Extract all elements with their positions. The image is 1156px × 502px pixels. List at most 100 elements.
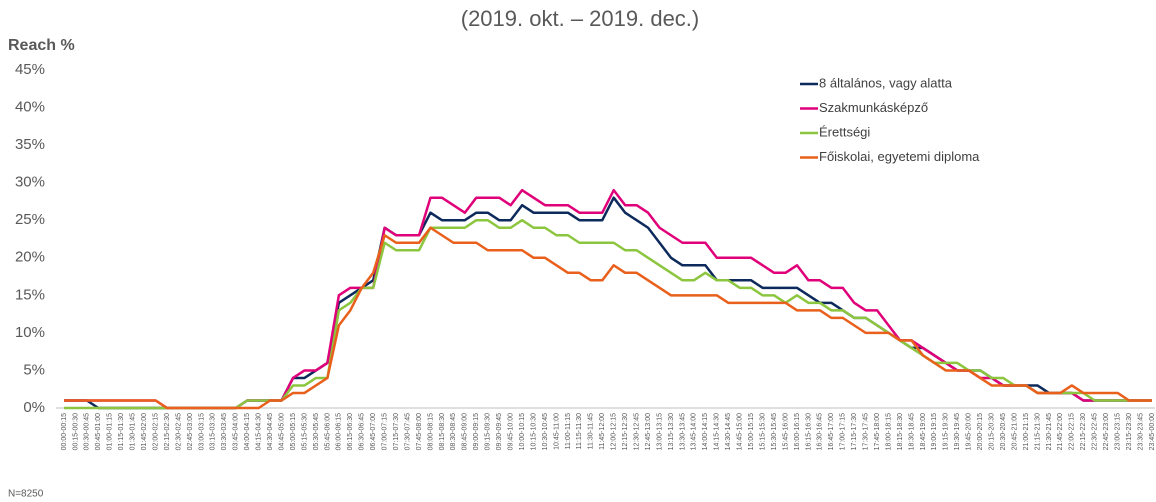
x-tick-label: 23:15-23:30	[1126, 413, 1133, 450]
x-tick-label: 11:30-11:45	[588, 413, 595, 449]
x-tick-label: 15:45-16:00	[782, 413, 789, 450]
series-line	[64, 226, 1152, 410]
x-tick-label: 21:45-22:00	[1057, 413, 1064, 450]
x-tick-label: 23:00-23:15	[1114, 413, 1121, 450]
y-axis-label: Reach %	[8, 37, 75, 54]
x-tick-label: 06:00-06:15	[336, 413, 343, 450]
x-tick-label: 06:45-07:00	[370, 413, 377, 450]
x-tick-label: 10:15-10:30	[530, 413, 537, 450]
x-tick-label: 21:15-21:30	[1034, 413, 1041, 450]
x-tick-label: 12:15-12:30	[622, 413, 629, 450]
x-tick-label: 05:15-05:30	[301, 413, 308, 450]
x-tick-label: 09:15-09:30	[485, 413, 492, 450]
x-tick-label: 18:00-18:15	[885, 413, 892, 450]
legend-label: Főiskolai, egyetemi diploma	[819, 149, 980, 164]
x-tick-label: 00:15-00:30	[72, 413, 79, 450]
y-tick-label: 0%	[23, 399, 45, 416]
series-line	[64, 218, 1152, 410]
x-tick-label: 11:45-12:00	[599, 413, 606, 450]
x-tick-label: 13:00-13:15	[656, 413, 663, 450]
x-tick-label: 22:15-22:30	[1080, 413, 1087, 450]
x-tick-label: 21:30-21:45	[1046, 413, 1053, 450]
x-tick-label: 12:00-12:15	[611, 413, 618, 450]
y-tick-label: 10%	[15, 324, 45, 341]
x-tick-label: 10:00-10:15	[519, 413, 526, 450]
x-tick-label: 03:15-03:30	[210, 413, 217, 450]
x-tick-label: 21:00-21:15	[1023, 413, 1030, 450]
x-tick-label: 08:15-08:30	[439, 413, 446, 450]
x-tick-label: 01:45-02:00	[141, 413, 148, 450]
y-tick-label: 35%	[15, 136, 45, 153]
x-tick-label: 17:30-17:45	[863, 413, 870, 450]
x-tick-label: 20:30-20:45	[1000, 413, 1007, 450]
x-tick-label: 19:30-19:45	[954, 413, 961, 450]
x-tick-label: 03:30-03:45	[221, 413, 228, 450]
x-tick-label: 19:45-20:00	[966, 413, 973, 450]
x-tick-label: 03:00-03:15	[198, 413, 205, 450]
x-tick-label: 01:30-01:45	[130, 413, 137, 450]
x-tick-label: 07:30-07:45	[404, 413, 411, 450]
x-tick-label: 09:30-09:45	[496, 413, 503, 450]
x-tick-label: 03:45-04:00	[233, 413, 240, 450]
x-tick-label: 07:45-08:00	[416, 413, 423, 450]
y-tick-label: 45%	[15, 61, 45, 78]
x-tick-label: 19:15-19:30	[943, 413, 950, 450]
x-tick-label: 10:30-10:45	[542, 413, 549, 450]
y-tick-label: 20%	[15, 249, 45, 266]
x-tick-label: 12:30-12:45	[633, 413, 640, 450]
x-tick-label: 14:30-14:45	[725, 413, 732, 450]
x-tick-label: 09:00-09:15	[473, 413, 480, 450]
x-tick-label: 08:30-08:45	[450, 413, 457, 450]
legend-label: Érettségi	[819, 124, 870, 139]
x-tick-label: 22:00-22:15	[1069, 413, 1076, 450]
x-tick-label: 16:30-16:45	[817, 413, 824, 450]
x-tick-label: 19:00-19:15	[931, 413, 938, 450]
x-tick-label: 22:30-22:45	[1092, 413, 1099, 450]
x-tick-label: 14:15-14:30	[714, 413, 721, 450]
x-tick-label: 08:45-09:00	[462, 413, 469, 450]
x-tick-label: 16:45-17:00	[828, 413, 835, 450]
y-tick-label: 25%	[15, 211, 45, 228]
footnote: N=8250	[8, 489, 44, 500]
x-tick-label: 04:30-04:45	[267, 413, 274, 450]
x-tick-label: 23:45-00:00	[1149, 413, 1156, 450]
y-tick-label: 5%	[23, 361, 45, 378]
x-tick-label: 20:15-20:30	[989, 413, 996, 450]
x-tick-label: 02:30-02:45	[175, 413, 182, 450]
x-tick-label: 13:30-13:45	[679, 413, 686, 450]
y-tick-label: 15%	[15, 286, 45, 303]
x-tick-label: 06:30-06:45	[359, 413, 366, 450]
x-tick-label: 00:45-01:00	[95, 413, 102, 450]
x-tick-label: 12:45-13:00	[645, 413, 652, 450]
y-tick-label: 30%	[15, 174, 45, 191]
x-tick-label: 02:00-02:15	[152, 413, 159, 450]
x-tick-label: 18:15-18:30	[897, 413, 904, 450]
x-tick-label: 13:15-13:30	[668, 413, 675, 450]
x-tick-label: 07:00-07:15	[382, 413, 389, 450]
x-tick-label: 10:45-11:00	[553, 413, 560, 450]
x-tick-label: 05:30-05:45	[313, 413, 320, 450]
x-tick-label: 01:00-01:15	[107, 413, 114, 450]
x-tick-label: 17:45-18:00	[874, 413, 881, 450]
x-tick-label: 20:45-21:00	[1011, 413, 1018, 450]
x-tick-label: 08:00-08:15	[427, 413, 434, 450]
x-tick-label: 11:00-11:15	[565, 413, 572, 449]
x-tick-label: 15:15-15:30	[759, 413, 766, 450]
x-tick-label: 17:00-17:15	[840, 413, 847, 450]
x-tick-label: 05:45-06:00	[324, 413, 331, 450]
x-tick-label: 01:15-01:30	[118, 413, 125, 450]
x-tick-label: 18:45-19:00	[920, 413, 927, 450]
x-tick-label: 04:15-04:30	[256, 413, 263, 450]
x-tick-label: 04:45-05:00	[278, 413, 285, 450]
x-tick-label: 14:45-15:00	[737, 413, 744, 450]
x-tick-label: 04:00-04:15	[244, 413, 251, 450]
x-tick-label: 17:15-17:30	[851, 413, 858, 450]
x-tick-label: 07:15-07:30	[393, 413, 400, 450]
chart-subtitle: (2019. okt. – 2019. dec.)	[461, 6, 700, 31]
x-tick-label: 16:00-16:15	[794, 413, 801, 450]
x-tick-label: 00:30-00:45	[84, 413, 91, 450]
legend-label: 8 általános, vagy alatta	[819, 75, 953, 90]
x-tick-label: 14:00-14:15	[702, 413, 709, 450]
x-tick-label: 09:45-10:00	[507, 413, 514, 450]
